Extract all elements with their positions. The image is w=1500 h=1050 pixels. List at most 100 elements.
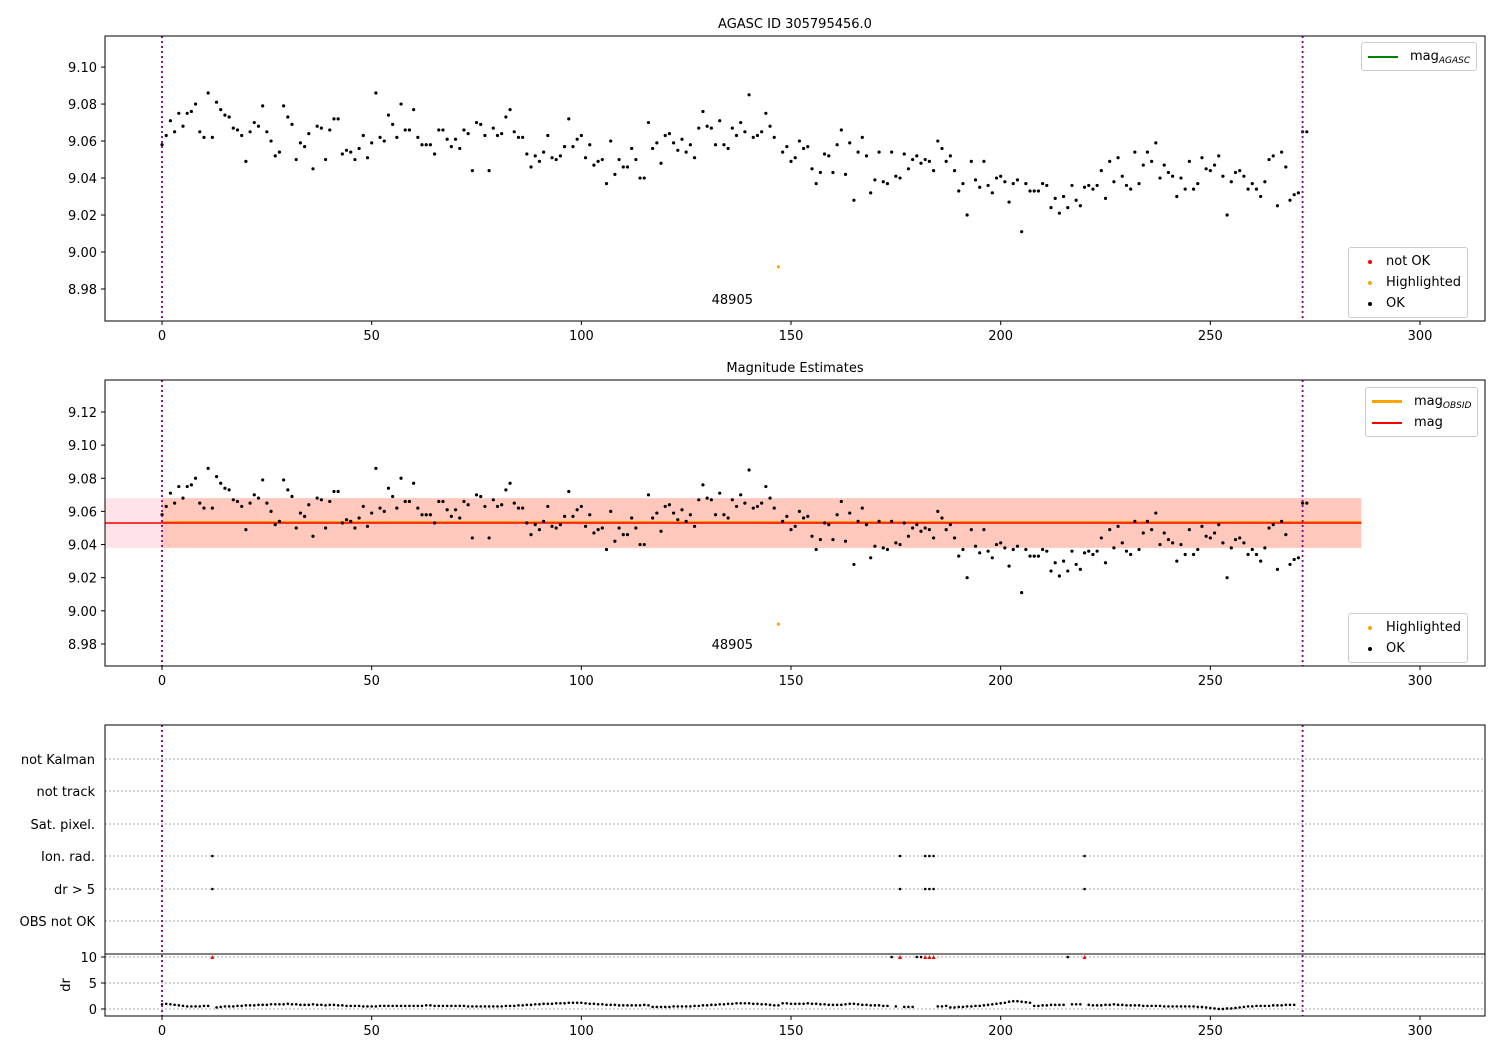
data-point: [491, 498, 495, 502]
data-point: [1221, 541, 1225, 545]
x-tick-label: 50: [363, 1024, 380, 1039]
legend-marker-ok: [1368, 646, 1372, 651]
data-point: [1250, 547, 1254, 552]
data-point: [718, 491, 722, 495]
data-point: [453, 508, 458, 512]
dr-clipped-marker: [931, 955, 936, 960]
legend-marker-ok: [1368, 301, 1372, 306]
data-point: [370, 141, 374, 145]
legend-label: Highlighted: [1386, 620, 1461, 635]
data-point: [1057, 211, 1061, 215]
data-point: [1116, 156, 1120, 160]
data-point: [403, 128, 407, 132]
data-point: [173, 501, 177, 505]
data-point: [1028, 554, 1032, 558]
data-point: [340, 521, 344, 525]
data-point: [697, 126, 701, 130]
dr-point: [173, 1003, 176, 1007]
dr-point: [634, 1004, 638, 1007]
dr-point: [370, 1005, 373, 1008]
data-point: [521, 506, 525, 510]
dr-point: [475, 1005, 478, 1008]
data-point: [818, 170, 822, 175]
dr-point: [840, 1003, 843, 1007]
dr-point: [630, 1004, 633, 1007]
x-tick-label: 200: [988, 674, 1013, 689]
dr-point: [726, 1002, 730, 1006]
data-point: [873, 544, 877, 548]
dr-point: [915, 955, 919, 959]
dr-point: [538, 1003, 541, 1006]
data-point: [1074, 198, 1078, 202]
data-point: [1158, 542, 1162, 547]
dr-point: [399, 1004, 403, 1008]
data-point: [290, 122, 294, 127]
dr-point: [471, 1005, 474, 1008]
y-tick-label: 9.04: [68, 539, 97, 554]
data-point: [370, 511, 374, 515]
dr-point: [601, 1003, 604, 1006]
legend-label: mag: [1414, 415, 1443, 430]
data-point: [990, 191, 994, 195]
dr-point: [1171, 1005, 1174, 1008]
y-tick-label: 9.06: [68, 505, 97, 520]
data-point: [1145, 150, 1150, 154]
dr-point: [1276, 1004, 1279, 1007]
data-point: [999, 174, 1003, 178]
dr-point: [466, 1005, 470, 1008]
dr-point: [445, 1004, 449, 1008]
data-point: [1267, 526, 1271, 530]
dr-point: [907, 1005, 910, 1009]
category-label: not track: [36, 785, 95, 800]
data-point: [1238, 169, 1242, 173]
data-point: [1049, 206, 1053, 210]
dr-point: [852, 1002, 856, 1006]
data-point: [1208, 169, 1212, 173]
data-point: [613, 539, 617, 543]
data-point: [533, 523, 537, 527]
data-point: [651, 516, 655, 520]
data-point: [1141, 531, 1145, 535]
dr-point: [781, 1001, 784, 1005]
data-point: [936, 509, 940, 514]
dr-point: [223, 1005, 227, 1008]
data-point: [512, 501, 516, 505]
data-point: [177, 111, 181, 115]
data-point: [999, 541, 1003, 545]
data-point: [550, 156, 554, 160]
data-point: [747, 93, 751, 97]
data-point: [969, 528, 973, 532]
data-point: [864, 154, 869, 158]
data-point: [181, 124, 185, 128]
dr-point: [986, 1003, 990, 1007]
data-point: [768, 496, 772, 500]
data-point: [1179, 542, 1183, 547]
dr-point: [1234, 1006, 1237, 1010]
data-point: [193, 476, 198, 480]
dr-point: [1271, 1004, 1275, 1007]
data-point: [558, 154, 562, 158]
data-point: [751, 135, 755, 139]
data-point: [801, 146, 806, 151]
data-point: [994, 176, 999, 180]
data-point: [562, 144, 567, 149]
data-point: [529, 165, 533, 169]
data-point: [244, 528, 248, 532]
dr-point: [1133, 1004, 1137, 1007]
x-tick-label: 50: [363, 329, 380, 344]
data-point: [793, 156, 797, 160]
dr-point: [848, 1002, 852, 1006]
data-point: [659, 529, 663, 533]
data-point: [344, 148, 349, 152]
data-point: [1154, 511, 1158, 515]
dr-point: [227, 1005, 231, 1008]
dr-point: [668, 1005, 671, 1009]
dr-point: [865, 1003, 868, 1007]
dr-point: [303, 1003, 306, 1007]
data-point: [340, 152, 344, 156]
data-point: [407, 128, 412, 132]
dr-point: [990, 1003, 994, 1006]
data-point: [1217, 523, 1221, 527]
data-point: [642, 542, 646, 547]
dr-point: [487, 1005, 491, 1008]
